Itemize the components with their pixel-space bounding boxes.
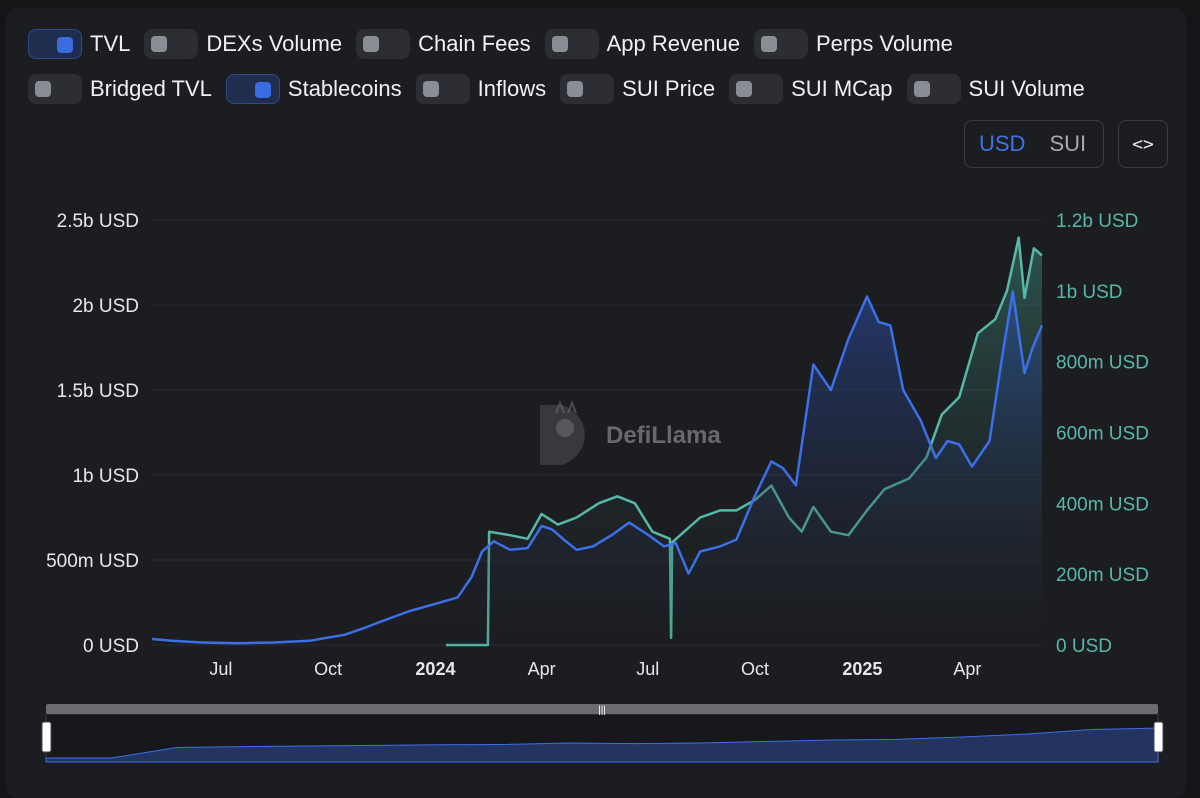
toggle-app-revenue[interactable]: App Revenue	[544, 29, 740, 59]
toggle-label: SUI MCap	[791, 76, 893, 101]
x-tick-label: Oct	[741, 659, 769, 679]
toggle-sui-volume[interactable]: SUI Volume	[906, 74, 1085, 104]
toggle-label: Perps Volume	[815, 31, 953, 56]
navigator-area	[45, 727, 1159, 763]
toggle-switch[interactable]	[28, 29, 82, 59]
toggle-knob-icon	[551, 36, 568, 52]
watermark-text: DefiLlama	[606, 422, 721, 449]
toggle-sui-mcap[interactable]: SUI MCap	[729, 74, 893, 104]
toggle-knob-icon	[736, 81, 753, 97]
toggle-row-secondary: Bridged TVL Stablecoins Inflows SUI Price SU…	[28, 74, 1099, 104]
y-right-tick-label: 0 USD	[1056, 636, 1112, 657]
toggle-knob-icon	[57, 37, 73, 53]
toggle-sui-price[interactable]: SUI Price	[560, 74, 715, 104]
y-left-tick-label: 2b USD	[72, 296, 139, 317]
toggle-label: App Revenue	[606, 31, 740, 56]
toggle-label: DEXs Volume	[206, 31, 343, 56]
toggle-switch[interactable]	[906, 74, 961, 104]
navigator-handle-right[interactable]	[1153, 721, 1164, 753]
y-right-tick-label: 200m USD	[1056, 565, 1149, 586]
toggle-perps-volume[interactable]: Perps Volume	[753, 29, 953, 59]
x-tick-label: Apr	[528, 659, 556, 679]
toggle-knob-icon	[254, 82, 271, 98]
x-tick-label: 2025	[842, 659, 882, 679]
embed-code-button[interactable]: <>	[1118, 120, 1168, 168]
toggle-label: SUI Volume	[968, 76, 1085, 101]
toggle-knob-icon	[151, 36, 168, 52]
toggle-knob-icon	[363, 36, 380, 52]
toggle-label: Stablecoins	[287, 76, 402, 101]
toggle-switch[interactable]	[544, 29, 599, 59]
y-left-tick-label: 1.5b USD	[57, 381, 139, 402]
toggle-label: SUI Price	[622, 76, 716, 101]
defillama-watermark: DefiLlama	[540, 400, 721, 465]
toggle-knob-icon	[422, 81, 439, 97]
toggle-switch[interactable]	[144, 29, 199, 59]
toggle-switch[interactable]	[560, 74, 615, 104]
toggle-chain-fees[interactable]: Chain Fees	[356, 29, 531, 59]
y-left-tick-label: 500m USD	[46, 551, 139, 572]
toggle-dexs-volume[interactable]: DEXs Volume	[144, 29, 342, 59]
x-tick-label: Jul	[209, 659, 232, 679]
toggle-row-primary: TVL DEXs Volume Chain Fees App Revenue Perps…	[28, 29, 967, 59]
toggle-switch[interactable]	[415, 74, 470, 104]
toggle-label: Inflows	[477, 76, 547, 101]
toggle-knob-icon	[913, 81, 930, 97]
navigator-scrollbar	[46, 704, 1158, 714]
series-layer	[151, 236, 1044, 647]
currency-toggle: USD SUI	[964, 120, 1104, 168]
toggle-switch[interactable]	[28, 74, 82, 104]
toggle-switch[interactable]	[225, 74, 280, 104]
range-navigator: |||	[41, 704, 1164, 763]
x-tick-label: Apr	[953, 659, 981, 679]
toggle-label: Chain Fees	[418, 31, 531, 56]
toggle-knob-icon	[567, 81, 584, 97]
x-tick-label: Oct	[314, 659, 342, 679]
y-left-tick-label: 2.5b USD	[57, 211, 139, 232]
usd-button[interactable]: USD	[979, 131, 1026, 156]
x-tick-label: Jul	[636, 659, 659, 679]
toggle-tvl[interactable]: TVL	[28, 29, 130, 59]
y-right-tick-label: 400m USD	[1056, 494, 1149, 515]
series-area-tvl	[152, 291, 1042, 645]
toggle-knob-icon	[35, 81, 51, 97]
toggle-switch[interactable]	[753, 29, 808, 59]
toggle-inflows[interactable]: Inflows	[415, 74, 547, 104]
toggle-bridged-tvl[interactable]: Bridged TVL	[28, 74, 212, 104]
series-line-tvl	[151, 290, 1044, 645]
sui-button[interactable]: SUI	[1049, 131, 1087, 156]
y-left-tick-label: 1b USD	[72, 466, 139, 487]
y-right-tick-label: 600m USD	[1056, 424, 1149, 445]
toggle-label: Bridged TVL	[90, 76, 212, 101]
x-tick-label: 2024	[415, 659, 455, 679]
llama-logo-icon	[540, 400, 585, 465]
axes: 0 USD 500m USD 1b USD 1.5b USD 2b USD 2.5b US…	[46, 211, 1149, 679]
scroll-grip-icon: |||	[598, 705, 606, 716]
navigator-handle-left[interactable]	[41, 721, 52, 753]
y-right-tick-label: 800m USD	[1056, 353, 1149, 374]
toggle-knob-icon	[760, 36, 777, 52]
toggle-switch[interactable]	[356, 29, 411, 59]
y-right-tick-label: 1b USD	[1056, 282, 1123, 303]
y-left-tick-label: 0 USD	[83, 636, 139, 657]
y-right-tick-label: 1.2b USD	[1056, 211, 1138, 232]
toggle-stablecoins[interactable]: Stablecoins	[225, 74, 402, 104]
toggle-switch[interactable]	[729, 74, 784, 104]
toggle-label: TVL	[90, 31, 131, 56]
